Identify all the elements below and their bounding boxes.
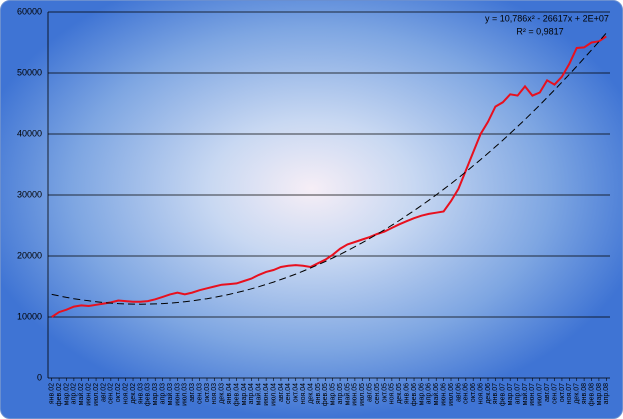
x-tick-label: окт.02 xyxy=(115,383,122,402)
x-tick-label: янв.08 xyxy=(581,383,588,404)
x-tick-label: окт.06 xyxy=(470,383,477,402)
x-tick-label: сен.05 xyxy=(374,383,381,404)
x-tick-label: сен.03 xyxy=(196,383,203,404)
x-tick-label: фев.02 xyxy=(56,383,63,406)
x-tick-label: май.07 xyxy=(521,383,529,405)
x-tick-label: ноя.04 xyxy=(300,383,307,404)
x-tick-label: май.06 xyxy=(432,383,440,405)
x-tick-label: апр.07 xyxy=(514,383,521,404)
x-tick-label: ноя.03 xyxy=(211,383,218,404)
x-tick-label: июл.05 xyxy=(359,383,366,406)
x-tick-label: окт.03 xyxy=(204,383,211,402)
x-tick-label: янв.06 xyxy=(403,383,410,404)
x-tick-label: авг.03 xyxy=(189,383,196,402)
x-tick-label: июн.07 xyxy=(529,383,536,406)
x-tick-label: дек.06 xyxy=(485,383,492,404)
x-tick-label: мар.06 xyxy=(418,383,425,405)
x-tick-label: июл.03 xyxy=(182,383,189,406)
x-tick-label: июн.03 xyxy=(174,383,181,406)
x-tick-label: ноя.02 xyxy=(122,383,129,404)
y-tick-label: 60000 xyxy=(17,6,42,16)
x-tick-label: мар.02 xyxy=(63,383,70,405)
x-tick-label: окт.04 xyxy=(293,383,300,402)
x-tick-label: сен.02 xyxy=(108,383,115,404)
x-tick-label: апр.02 xyxy=(71,383,78,404)
x-tick-label: июл.07 xyxy=(537,383,544,406)
trend-equation: y = 10,786x² - 26617x + 2E+07 xyxy=(485,13,609,23)
x-tick-label: фев.06 xyxy=(411,383,418,406)
x-tick-label: мар.03 xyxy=(152,383,159,405)
x-tick-label: фев.05 xyxy=(322,383,329,406)
x-tick-label: апр.04 xyxy=(248,383,255,404)
x-tick-label: июн.04 xyxy=(263,383,270,406)
y-tick-label: 40000 xyxy=(17,128,42,138)
x-tick-label: янв.07 xyxy=(492,383,499,404)
y-tick-label: 50000 xyxy=(17,67,42,77)
x-tick-label: сен.04 xyxy=(285,383,292,404)
x-tick-label: янв.05 xyxy=(315,383,322,404)
x-tick-label: авг.02 xyxy=(100,383,107,402)
x-tick-label: июл.06 xyxy=(448,383,455,406)
x-tick-label: июл.02 xyxy=(93,383,100,406)
x-tick-label: апр.08 xyxy=(603,383,610,404)
x-tick-label: авг.07 xyxy=(544,383,551,402)
x-tick-label: июн.05 xyxy=(352,383,359,406)
x-tick-label: сен.06 xyxy=(463,383,470,404)
x-tick-label: дек.07 xyxy=(574,383,581,404)
x-tick-label: май.03 xyxy=(166,383,174,405)
x-tick-label: фев.03 xyxy=(145,383,152,406)
y-tick-label: 0 xyxy=(37,372,42,382)
x-tick-label: ноя.05 xyxy=(389,383,396,404)
x-tick-label: сен.07 xyxy=(551,383,558,404)
x-tick-label: апр.03 xyxy=(159,383,166,404)
x-tick-label: дек.04 xyxy=(307,383,314,404)
x-tick-label: окт.07 xyxy=(559,383,566,402)
x-tick-label: июн.02 xyxy=(86,383,93,406)
x-tick-label: янв.03 xyxy=(137,383,144,404)
x-tick-label: май.04 xyxy=(255,383,263,405)
x-tick-label: окт.05 xyxy=(381,383,388,402)
r-squared: R² = 0,9817 xyxy=(516,26,563,36)
x-tick-label: авг.05 xyxy=(367,383,374,402)
x-tick-label: дек.05 xyxy=(396,383,403,404)
x-tick-label: янв.02 xyxy=(49,383,56,404)
x-tick-label: янв.04 xyxy=(226,383,233,404)
y-tick-label: 10000 xyxy=(17,311,42,321)
x-tick-label: мар.05 xyxy=(330,383,337,405)
x-tick-label: мар.07 xyxy=(507,383,514,405)
y-tick-label: 20000 xyxy=(17,250,42,260)
x-tick-label: дек.03 xyxy=(219,383,226,404)
x-tick-label: май.02 xyxy=(77,383,85,405)
data-line xyxy=(51,32,607,305)
data-line xyxy=(51,35,607,318)
x-tick-label: июл.04 xyxy=(270,383,277,406)
x-tick-label: ноя.07 xyxy=(566,383,573,404)
x-tick-label: дек.02 xyxy=(130,383,137,404)
x-tick-label: фев.04 xyxy=(233,383,240,406)
y-tick-label: 30000 xyxy=(17,189,42,199)
x-tick-label: авг.04 xyxy=(278,383,285,402)
x-tick-label: апр.06 xyxy=(426,383,433,404)
x-tick-label: фев.07 xyxy=(500,383,507,406)
x-tick-label: фев.08 xyxy=(588,383,595,406)
x-tick-label: июн.06 xyxy=(440,383,447,406)
x-tick-label: май.05 xyxy=(343,383,351,405)
x-tick-label: мар.04 xyxy=(241,383,248,405)
x-tick-label: мар.08 xyxy=(596,383,603,405)
x-tick-label: ноя.06 xyxy=(477,383,484,404)
x-tick-label: апр.05 xyxy=(337,383,344,404)
x-tick-label: авг.06 xyxy=(455,383,462,402)
